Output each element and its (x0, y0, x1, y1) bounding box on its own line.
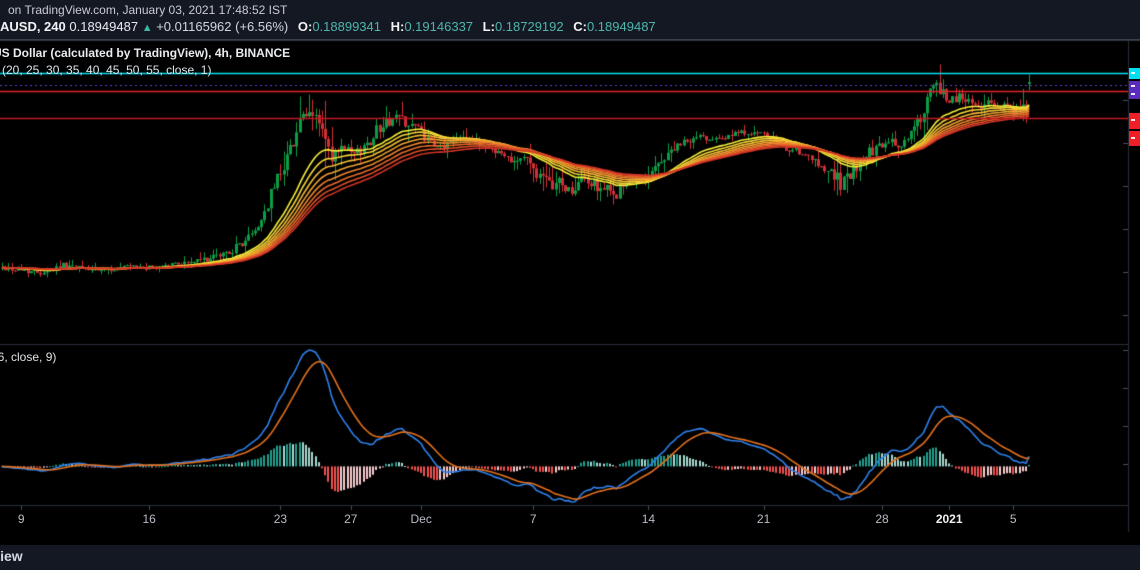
price-axis-badge (1129, 81, 1140, 99)
macd-params: 26, close, 9) (0, 350, 57, 364)
price-axis-badge (1129, 131, 1140, 146)
x-axis-label: 7 (529, 512, 537, 526)
change-text: +0.01165962 (+6.56%) (156, 19, 289, 34)
high-value: 0.19146337 (404, 19, 474, 34)
price-axis-badge (1129, 113, 1140, 129)
symbol-status-line: AUSD, 240 0.18949487 ▲ +0.01165962 (+6.5… (0, 19, 656, 34)
x-axis-label: 21 (756, 512, 771, 526)
low-label: L: (482, 19, 495, 34)
published-line: on TradingView.com, January 03, 2021 17:… (8, 3, 288, 17)
close-value: 0.18949487 (586, 19, 656, 34)
open-value: 0.18899341 (312, 19, 381, 34)
x-axis-label: 2021 (935, 512, 963, 526)
badge-price-fragment (1131, 93, 1135, 95)
badge-price-fragment (1131, 137, 1135, 139)
x-axis-label: 5 (1009, 512, 1017, 526)
top-info-bar: on TradingView.com, January 03, 2021 17:… (0, 0, 1140, 40)
x-axis-label: 16 (142, 512, 156, 526)
price-axis-badge (1129, 68, 1140, 79)
badge-price-fragment (1131, 72, 1135, 74)
chart-title: US Dollar (calculated by TradingView), 4… (0, 46, 291, 60)
last-price: 0.18949487 (69, 19, 139, 34)
x-axis-label: 14 (641, 512, 656, 526)
x-axis-label: Dec (410, 512, 432, 526)
open-label: O: (297, 19, 313, 34)
tradingview-watermark: View (0, 548, 23, 564)
x-axis-label: 23 (273, 512, 288, 526)
low-value: 0.18729192 (494, 19, 564, 34)
x-axis-label: 27 (344, 512, 358, 526)
high-label: H: (390, 19, 405, 34)
change-up-icon: ▲ (141, 22, 153, 34)
badge-price-fragment (1131, 85, 1135, 87)
ema-ribbon-params: (20, 25, 30, 35, 40, 45, 50, 55, close, … (2, 63, 212, 77)
close-label: C: (573, 19, 587, 34)
bottom-bar: View (0, 545, 1140, 570)
symbol-name: AUSD, 240 (0, 19, 66, 34)
x-axis-label: 28 (875, 512, 889, 526)
badge-price-fragment (1131, 119, 1135, 121)
x-axis-label: 9 (17, 512, 25, 526)
